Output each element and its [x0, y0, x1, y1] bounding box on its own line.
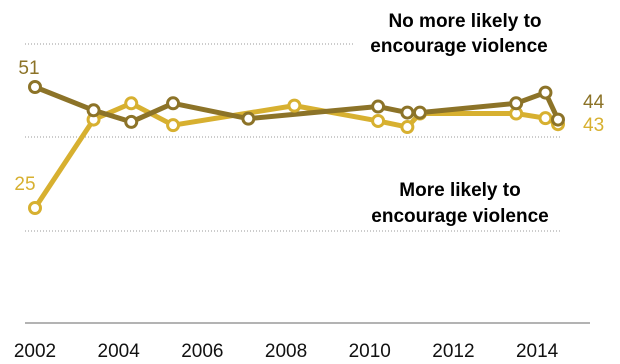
series-1-point-0 — [28, 201, 42, 215]
more-likely-label-line1: More likely to — [399, 180, 520, 201]
start-value-label-more-likely: 25 — [14, 174, 35, 195]
x-tick-label-2012: 2012 — [432, 341, 474, 362]
series-0-point-5 — [371, 99, 386, 114]
series-markers — [28, 80, 565, 215]
series-0-point-7 — [412, 105, 427, 120]
x-tick-label-2014: 2014 — [516, 341, 559, 362]
series-1-point-6 — [400, 120, 415, 135]
grid-lines — [25, 43, 560, 232]
no-more-likely-label-line2: encourage violence — [370, 36, 547, 57]
series-0-point-10 — [551, 112, 565, 127]
x-tick-label-2004: 2004 — [98, 341, 141, 362]
series-1-point-2 — [124, 96, 139, 111]
series-0-point-4 — [241, 111, 256, 126]
x-tick-label-2002: 2002 — [14, 341, 56, 362]
end-value-label-no-more-likely: 44 — [583, 92, 605, 113]
no-more-likely-label-line1: No more likely to — [388, 11, 541, 32]
x-tick-label-2006: 2006 — [181, 341, 223, 362]
label-backing — [355, 34, 563, 58]
series-0-point-8 — [509, 96, 524, 111]
x-tick-label-2008: 2008 — [265, 341, 307, 362]
series-0-point-9 — [538, 85, 553, 100]
series-1-point-4 — [287, 98, 302, 113]
start-value-label-no-more-likely: 51 — [18, 58, 39, 79]
x-axis: 2002 2004 2006 2008 2010 2012 2014 — [14, 322, 590, 362]
end-value-label-more-likely: 43 — [583, 115, 604, 136]
series-0-point-0 — [28, 80, 42, 94]
series-0-point-1 — [86, 103, 101, 118]
series-1-point-5 — [371, 113, 386, 128]
series-0-point-2 — [124, 114, 139, 129]
series-1-point-3 — [166, 118, 181, 133]
series-0-point-3 — [166, 96, 181, 111]
series-0-point-6 — [400, 105, 415, 120]
more-likely-label-line2: encourage violence — [371, 206, 548, 227]
labels: No more likely to encourage violence Mor… — [14, 11, 604, 227]
series-1-point-9 — [538, 111, 553, 126]
x-tick-label-2010: 2010 — [349, 341, 391, 362]
